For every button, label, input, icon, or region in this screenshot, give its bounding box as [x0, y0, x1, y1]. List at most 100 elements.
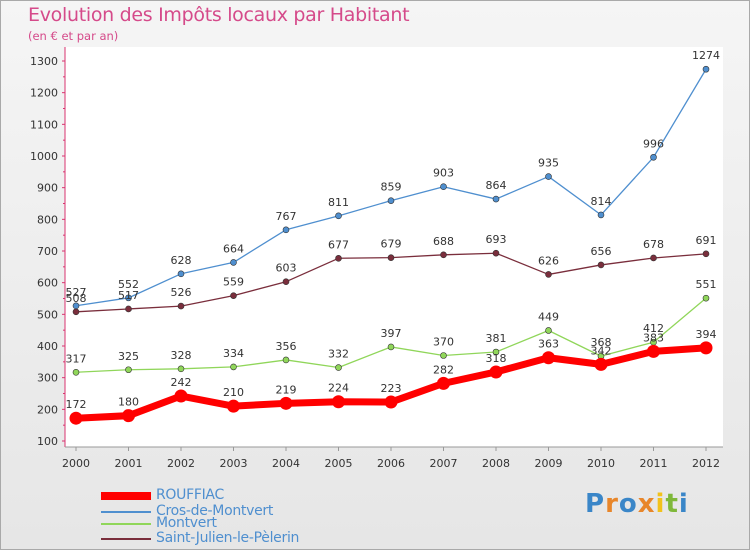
data-point-montvert	[72, 368, 80, 376]
data-label-saint-julien-le-pelerin: 677	[328, 238, 349, 251]
chart-subtitle: (en € et par an)	[28, 29, 119, 43]
data-point-rouffiac	[279, 396, 293, 410]
data-point-rouffiac	[699, 341, 713, 355]
x-tick-label: 2004	[272, 457, 300, 470]
data-point-saint-julien-le-pelerin	[72, 308, 80, 316]
y-tick-label: 500	[37, 308, 58, 321]
data-label-saint-julien-le-pelerin: 603	[276, 262, 297, 275]
data-label-montvert: 325	[118, 350, 139, 363]
data-point-saint-julien-le-pelerin	[545, 271, 552, 278]
legend-swatch-cros-de-montvert	[101, 511, 151, 513]
logo-letter: P	[585, 489, 606, 519]
data-point-saint-julien-le-pelerin	[492, 249, 500, 257]
data-point-rouffiac	[227, 399, 240, 413]
data-label-montvert: 370	[433, 336, 454, 349]
data-point-saint-julien-le-pelerin	[597, 261, 605, 269]
x-tick-label: 2010	[587, 457, 615, 470]
data-point-cros-de-montvert	[545, 173, 552, 180]
data-point-montvert	[702, 294, 710, 302]
data-label-saint-julien-le-pelerin: 678	[643, 238, 664, 251]
data-point-cros-de-montvert	[230, 259, 237, 266]
data-point-cros-de-montvert	[335, 212, 342, 220]
data-point-saint-julien-le-pelerin	[335, 254, 342, 262]
data-label-cros-de-montvert: 814	[591, 195, 612, 208]
data-point-cros-de-montvert	[650, 153, 657, 161]
data-label-cros-de-montvert: 628	[171, 254, 192, 267]
data-point-cros-de-montvert	[177, 270, 185, 278]
legend-label-cros-de-montvert: Cros-de-Montvert	[156, 503, 274, 519]
logo-letter: i	[678, 489, 689, 519]
plot-area	[65, 47, 723, 447]
chart-title: Evolution des Impôts locaux par Habitant	[28, 4, 410, 26]
data-label-saint-julien-le-pelerin: 688	[433, 235, 454, 248]
data-point-cros-de-montvert	[440, 183, 447, 191]
data-label-cros-de-montvert: 527	[66, 286, 87, 299]
data-point-rouffiac	[69, 411, 83, 425]
y-tick-label: 800	[37, 213, 58, 226]
y-tick-label: 1200	[30, 87, 58, 100]
data-point-cros-de-montvert	[282, 226, 290, 234]
proxiti-logo: Proxiti	[585, 489, 689, 519]
data-point-montvert	[230, 363, 237, 371]
data-point-rouffiac	[489, 365, 503, 379]
data-point-cros-de-montvert	[125, 294, 132, 302]
data-label-rouffiac: 210	[223, 386, 244, 399]
data-point-cros-de-montvert	[597, 211, 605, 219]
data-point-saint-julien-le-pelerin	[650, 254, 657, 262]
y-tick-label: 1100	[30, 118, 58, 131]
data-point-cros-de-montvert	[492, 195, 500, 203]
data-label-saint-julien-le-pelerin: 691	[696, 234, 717, 247]
data-label-rouffiac: 242	[171, 376, 192, 389]
y-tick-label: 300	[37, 372, 58, 385]
data-label-cros-de-montvert: 859	[381, 181, 402, 194]
data-label-rouffiac: 342	[591, 344, 612, 357]
data-label-cros-de-montvert: 1274	[692, 49, 720, 62]
x-tick-label: 2011	[640, 457, 668, 470]
y-tick-label: 1000	[30, 150, 58, 163]
x-tick-label: 2006	[377, 457, 405, 470]
data-point-cros-de-montvert	[72, 302, 80, 310]
data-label-rouffiac: 318	[486, 352, 507, 365]
logo-letter: t	[665, 489, 679, 519]
data-label-montvert: 328	[171, 349, 192, 362]
data-point-saint-julien-le-pelerin	[230, 292, 237, 299]
data-point-montvert	[387, 343, 395, 351]
data-point-rouffiac	[437, 376, 450, 390]
legend-swatch-saint-julien-le-pelerin	[101, 538, 151, 540]
data-label-rouffiac: 363	[538, 338, 559, 351]
data-label-cros-de-montvert: 552	[118, 278, 139, 291]
data-label-cros-de-montvert: 996	[643, 137, 664, 150]
data-label-rouffiac: 172	[66, 398, 87, 411]
data-label-saint-julien-le-pelerin: 626	[538, 254, 559, 267]
data-point-montvert	[440, 352, 447, 359]
y-tick-label: 700	[37, 245, 58, 258]
data-label-montvert: 449	[538, 310, 559, 323]
data-point-cros-de-montvert	[387, 197, 395, 204]
data-label-saint-julien-le-pelerin: 679	[381, 238, 402, 251]
data-point-montvert	[545, 327, 552, 334]
data-point-montvert	[125, 366, 132, 374]
data-label-cros-de-montvert: 767	[276, 210, 297, 223]
y-tick-label: 900	[37, 182, 58, 195]
y-tick-label: 200	[37, 403, 58, 416]
data-label-rouffiac: 224	[328, 382, 349, 395]
y-tick-label: 600	[37, 277, 58, 290]
legend-label-montvert: Montvert	[156, 515, 217, 531]
data-point-saint-julien-le-pelerin	[282, 278, 290, 286]
y-tick-label: 400	[37, 340, 58, 353]
data-label-montvert: 317	[66, 352, 87, 365]
y-tick-label: 100	[37, 435, 58, 448]
data-point-montvert	[492, 348, 500, 356]
data-label-montvert: 332	[328, 348, 349, 361]
x-tick-label: 2003	[220, 457, 248, 470]
x-tick-label: 2005	[325, 457, 353, 470]
logo-letter: o	[618, 489, 638, 519]
x-tick-label: 2001	[115, 457, 143, 470]
legend-label-rouffiac: ROUFFIAC	[156, 487, 224, 503]
data-point-rouffiac	[384, 395, 398, 409]
data-label-saint-julien-le-pelerin: 693	[486, 233, 507, 246]
x-tick-label: 2012	[692, 457, 720, 470]
data-label-saint-julien-le-pelerin: 517	[118, 289, 139, 302]
